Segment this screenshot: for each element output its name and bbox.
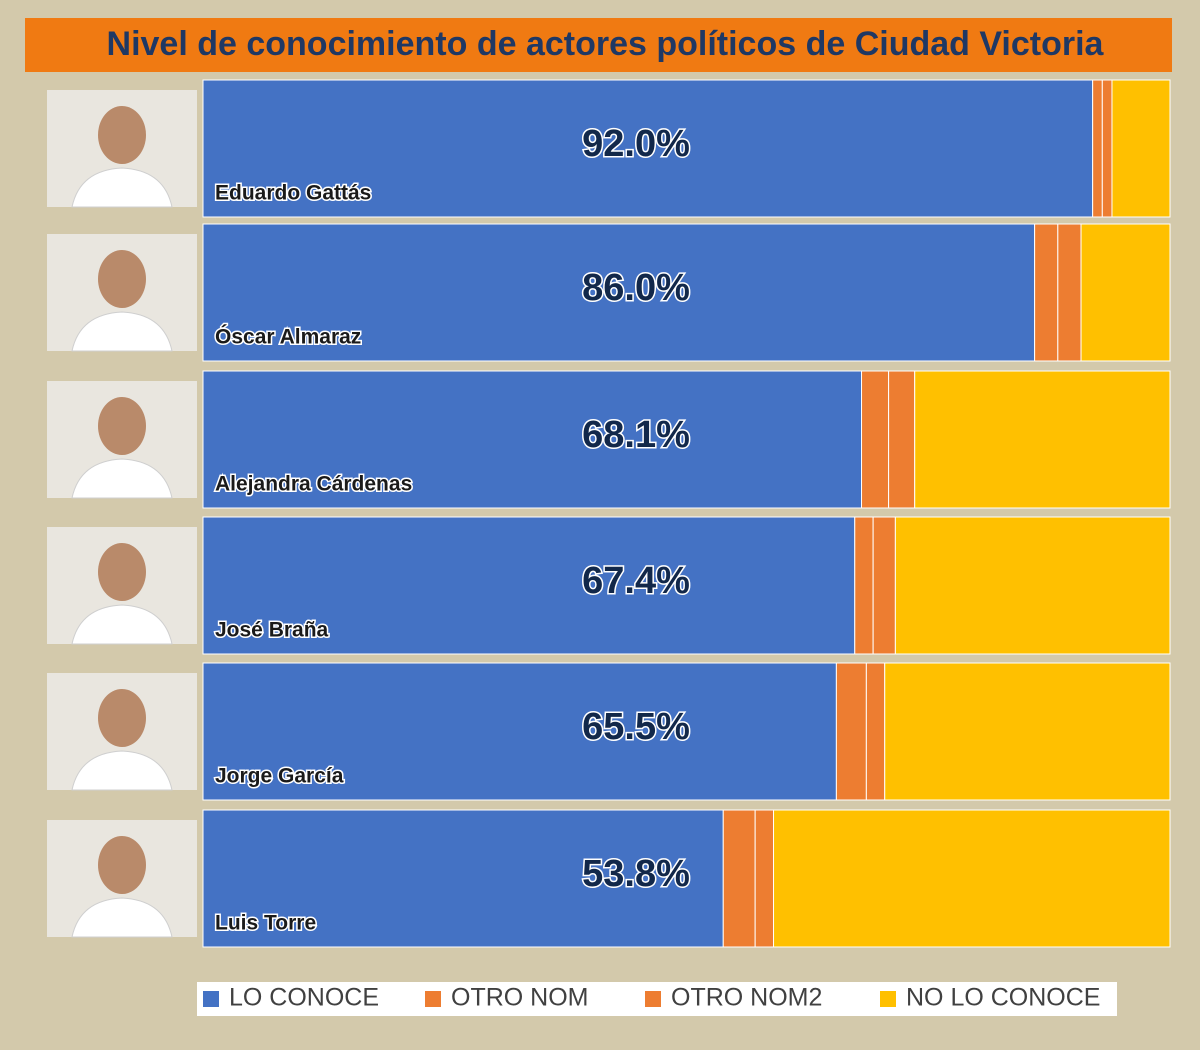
bar-segment: [865, 662, 886, 801]
bar-segment: [888, 370, 916, 509]
bar-segment: [1101, 79, 1113, 218]
bar-segment: [835, 662, 867, 801]
legend-swatch: [425, 991, 441, 1007]
value-label: 53.8%: [582, 853, 690, 895]
category-label: Óscar Almaraz: [215, 325, 361, 349]
category-label: Eduardo Gattás: [215, 182, 371, 205]
photos: [47, 90, 197, 938]
legend-swatch: [880, 991, 896, 1007]
chart-title: Nivel de conocimiento de actores polític…: [107, 25, 1105, 63]
bar-segment: [854, 516, 874, 655]
legend-label: NO LO CONOCE: [906, 984, 1100, 1012]
value-label: 92.0%: [582, 123, 690, 165]
bar-segment: [202, 79, 1094, 218]
category-label: Jorge García: [215, 765, 344, 788]
value-label: 67.4%: [582, 560, 690, 602]
bar-segment: [914, 370, 1171, 509]
photo-head: [98, 106, 146, 164]
photo-body: [71, 311, 173, 352]
legend-label: LO CONOCE: [229, 984, 379, 1012]
photo-body: [71, 750, 173, 791]
bar-segment: [872, 516, 896, 655]
bar-segment: [884, 662, 1171, 801]
photo-body: [71, 458, 173, 499]
bar-segment: [861, 370, 890, 509]
photo-head: [98, 836, 146, 894]
photo-head: [98, 543, 146, 601]
value-label: 86.0%: [582, 267, 690, 309]
photo-body: [71, 604, 173, 645]
photo-head: [98, 397, 146, 455]
bar-segment: [202, 662, 837, 801]
value-label: 65.5%: [582, 706, 690, 748]
bar-segment: [894, 516, 1171, 655]
bar-segment: [202, 370, 863, 509]
bar-segment: [202, 223, 1036, 362]
category-label: Alejandra Cárdenas: [215, 473, 412, 496]
value-label: 68.1%: [582, 414, 690, 456]
category-label: José Braña: [215, 619, 329, 642]
photo-head: [98, 250, 146, 308]
bar-segment: [773, 809, 1171, 948]
legend-label: OTRO NOM2: [671, 984, 822, 1012]
photo-body: [71, 897, 173, 938]
category-label: Luis Torre: [215, 912, 316, 935]
legend-label: OTRO NOM: [451, 984, 589, 1012]
photo-head: [98, 689, 146, 747]
title-banner: [25, 18, 1172, 72]
bar-segment: [1080, 223, 1171, 362]
legend-swatch: [203, 991, 219, 1007]
bar-segment: [1092, 79, 1103, 218]
bar-segment: [722, 809, 756, 948]
bar-segment: [1057, 223, 1082, 362]
bar-segment: [202, 516, 856, 655]
photo-body: [71, 167, 173, 208]
bar-segment: [1111, 79, 1171, 218]
bar-segment: [202, 809, 724, 948]
bar-segment: [1034, 223, 1059, 362]
legend-swatch: [645, 991, 661, 1007]
bar-segment: [754, 809, 775, 948]
